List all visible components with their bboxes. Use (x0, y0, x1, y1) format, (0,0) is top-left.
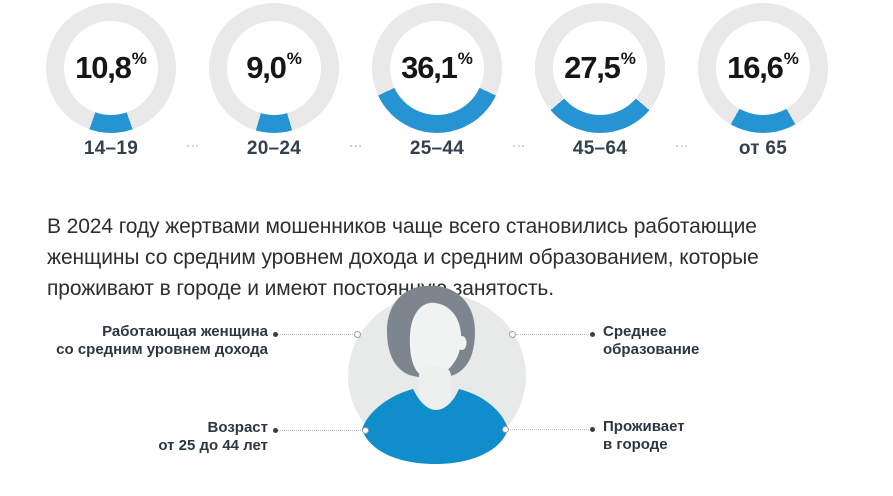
connector-dot (590, 427, 595, 432)
age-donut: 10,8 % 14–19 (45, 3, 177, 162)
age-range-label: 14–19 (83, 138, 139, 159)
donut-value: 16,6 (727, 50, 784, 85)
label-separator-line (350, 145, 361, 147)
donut-ring: 36,1 % (372, 3, 502, 133)
callout-connector-residence (502, 426, 595, 433)
callout-line: Среднее (603, 323, 667, 340)
avatar-neck (419, 367, 451, 413)
callout-connector-occupation (273, 331, 361, 338)
label-separator-line (676, 145, 687, 147)
callout-line: Работающая женщина (102, 323, 268, 340)
percent-sign: % (620, 49, 636, 68)
age-donut: 36,1 % 25–44 (371, 3, 503, 162)
donut-ring: 9,0 % (209, 3, 339, 133)
donut-value: 9,0 (246, 50, 287, 85)
percent-sign: % (286, 49, 302, 68)
callout-line: со средним уровнем дохода (56, 341, 268, 358)
donut-ring: 10,8 % (46, 3, 176, 133)
label-separator-line (513, 145, 524, 147)
age-donut-row: 10,8 % 14–19 9,0 % 20–24 36,1 % 25–44 (0, 0, 893, 162)
donut-hole: 36,1 % (390, 21, 484, 115)
percent-sign: % (783, 49, 799, 68)
callout-connector-age (273, 427, 369, 434)
connector-dot (590, 332, 595, 337)
donut-hole: 27,5 % (553, 21, 647, 115)
age-donut: 27,5 % 45–64 (534, 3, 666, 162)
summary-paragraph: В 2024 году жертвами мошенников чаще все… (47, 211, 777, 304)
avatar-face (409, 302, 462, 378)
summary-line: женщины со средним уровнем дохода и сред… (47, 246, 759, 269)
age-donut: 16,6 % от 65 (697, 3, 829, 162)
age-range-label: 20–24 (246, 138, 302, 159)
connector-anchor-circle (502, 426, 509, 433)
donut-hole: 16,6 % (716, 21, 810, 115)
connector-dot (273, 332, 278, 337)
callout-line: образование (603, 341, 700, 358)
donut-ring: 16,6 % (698, 3, 828, 133)
callout-occupation-income: Работающая женщина со средним уровнем до… (56, 323, 268, 359)
donut-hole: 9,0 % (227, 21, 321, 115)
donut-value: 27,5 (564, 50, 621, 85)
donut-hole: 10,8 % (64, 21, 158, 115)
label-separator-line (187, 145, 198, 147)
woman-avatar (348, 285, 526, 464)
callout-line: Возраст (207, 419, 268, 436)
age-range-label: от 65 (738, 138, 788, 159)
connector-dot (273, 428, 278, 433)
age-donut: 9,0 % 20–24 (208, 3, 340, 162)
avatar-body (362, 389, 508, 464)
summary-line: В 2024 году жертвами мошенников чаще все… (47, 215, 757, 238)
donut-value: 36,1 (401, 50, 458, 85)
connector-anchor-circle (362, 427, 369, 434)
donut-value: 10,8 (75, 50, 132, 85)
callout-line: Проживает (603, 418, 685, 435)
age-range-label: 25–44 (409, 138, 465, 159)
callout-education: Среднее образование (603, 323, 699, 359)
percent-sign: % (131, 49, 147, 68)
connector-anchor-circle (509, 331, 516, 338)
percent-sign: % (457, 49, 473, 68)
donut-ring: 27,5 % (535, 3, 665, 133)
callout-line: в городе (603, 436, 668, 453)
callout-connector-education (509, 331, 595, 338)
callout-residence: Проживает в городе (603, 418, 685, 454)
connector-anchor-circle (354, 331, 361, 338)
callout-age: Возраст от 25 до 44 лет (158, 419, 268, 455)
age-range-label: 45–64 (572, 138, 628, 159)
callout-line: от 25 до 44 лет (158, 437, 268, 454)
